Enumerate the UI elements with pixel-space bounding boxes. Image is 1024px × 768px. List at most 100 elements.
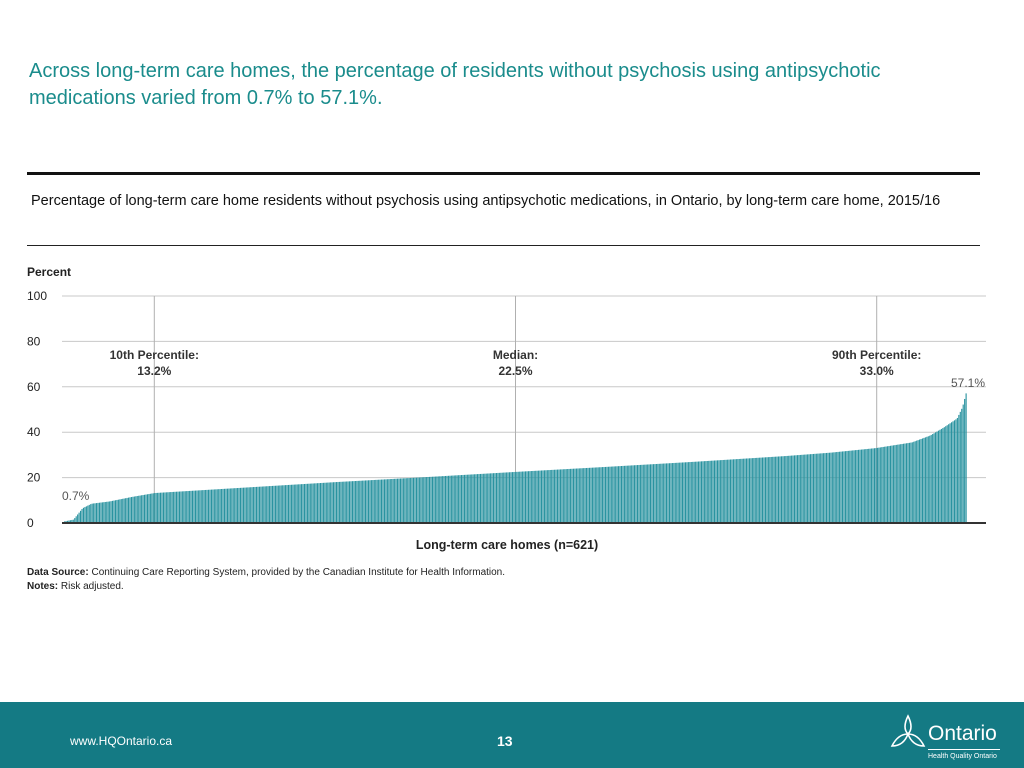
data-bar	[503, 472, 505, 523]
data-bar	[818, 453, 820, 523]
data-bar	[709, 460, 711, 523]
data-bar	[602, 467, 604, 523]
data-bar	[834, 452, 836, 523]
data-bar	[237, 488, 239, 523]
data-bar	[735, 459, 737, 523]
data-bar	[817, 453, 819, 523]
data-bar	[401, 478, 403, 523]
slide-title: Across long-term care homes, the percent…	[29, 60, 881, 109]
data-bar	[594, 467, 596, 523]
data-bar	[591, 467, 593, 523]
data-bar	[692, 461, 694, 523]
data-bar	[513, 472, 515, 523]
data-bar	[913, 441, 915, 523]
data-bar	[548, 470, 550, 523]
data-bar	[891, 445, 893, 523]
data-bar	[344, 481, 346, 523]
data-bar	[152, 493, 154, 523]
data-bar	[103, 502, 105, 523]
data-bar	[309, 483, 311, 523]
data-bar	[882, 446, 884, 523]
data-bar	[398, 478, 400, 523]
data-bar	[645, 464, 647, 523]
data-bar	[529, 471, 531, 523]
data-bar	[263, 486, 265, 523]
data-bar	[391, 478, 393, 523]
data-bar	[898, 444, 900, 523]
data-bar	[346, 481, 348, 523]
data-bar	[276, 485, 278, 523]
data-bar	[203, 490, 205, 523]
data-bar	[652, 464, 655, 523]
data-bar	[719, 460, 721, 523]
y-axis-title: Percent	[27, 265, 71, 279]
data-bar	[844, 451, 846, 523]
data-bar	[809, 454, 812, 523]
data-bar	[648, 464, 650, 523]
reference-value-label: 22.5%	[498, 364, 532, 378]
data-bar	[475, 474, 477, 523]
data-bar	[721, 460, 723, 523]
data-bar	[412, 477, 415, 523]
data-bar	[85, 506, 87, 523]
data-bar	[933, 433, 935, 523]
footer-bar: www.HQOntario.ca 13 Ontario Health Quali…	[0, 702, 1024, 768]
data-bar	[66, 520, 69, 523]
data-bar	[274, 485, 276, 523]
data-bar	[533, 470, 535, 523]
data-bar	[324, 482, 326, 523]
data-bar	[538, 470, 540, 523]
data-bar	[187, 491, 189, 523]
data-bar	[122, 498, 124, 523]
data-bar	[520, 471, 522, 523]
data-bar	[293, 484, 295, 523]
data-bar	[836, 452, 838, 523]
data-bar	[666, 463, 668, 523]
data-bar	[460, 475, 463, 523]
data-bar	[535, 470, 537, 523]
data-bar	[180, 491, 182, 523]
data-bar	[407, 478, 409, 523]
data-bar	[734, 459, 736, 523]
data-bar	[402, 478, 404, 523]
data-bar	[357, 480, 359, 523]
data-bar	[522, 471, 524, 523]
data-bar	[631, 465, 633, 523]
data-bar	[770, 456, 772, 523]
data-bar	[164, 492, 166, 523]
data-bar	[618, 466, 620, 523]
data-bar	[780, 456, 783, 523]
data-bar	[712, 460, 714, 523]
footer-url-link[interactable]: www.HQOntario.ca	[70, 734, 173, 748]
data-bar	[501, 472, 503, 523]
data-bar	[328, 482, 330, 523]
data-bar	[91, 503, 93, 523]
max-value-label: 57.1%	[951, 376, 985, 390]
data-bar	[756, 457, 758, 523]
data-bar	[155, 492, 157, 523]
data-bar	[799, 454, 801, 523]
data-bar	[670, 463, 672, 523]
data-bar	[587, 467, 589, 523]
data-bar	[197, 490, 199, 523]
data-bar	[908, 442, 910, 523]
data-bar	[625, 465, 627, 523]
data-bar	[439, 476, 441, 523]
data-bar	[298, 484, 300, 523]
data-bar	[119, 499, 121, 523]
data-bar	[619, 466, 621, 523]
data-bar	[335, 482, 338, 523]
data-bar	[647, 464, 649, 523]
data-bar	[904, 443, 906, 523]
data-bar	[876, 447, 878, 523]
data-bar	[905, 443, 908, 523]
data-bar	[174, 491, 176, 523]
data-bar	[590, 467, 592, 523]
data-bar	[311, 483, 313, 523]
data-bar	[586, 467, 588, 523]
data-bar	[565, 469, 567, 523]
data-bar	[408, 478, 410, 523]
data-bar	[921, 438, 924, 523]
data-bar	[850, 450, 852, 523]
data-bar	[350, 481, 352, 523]
